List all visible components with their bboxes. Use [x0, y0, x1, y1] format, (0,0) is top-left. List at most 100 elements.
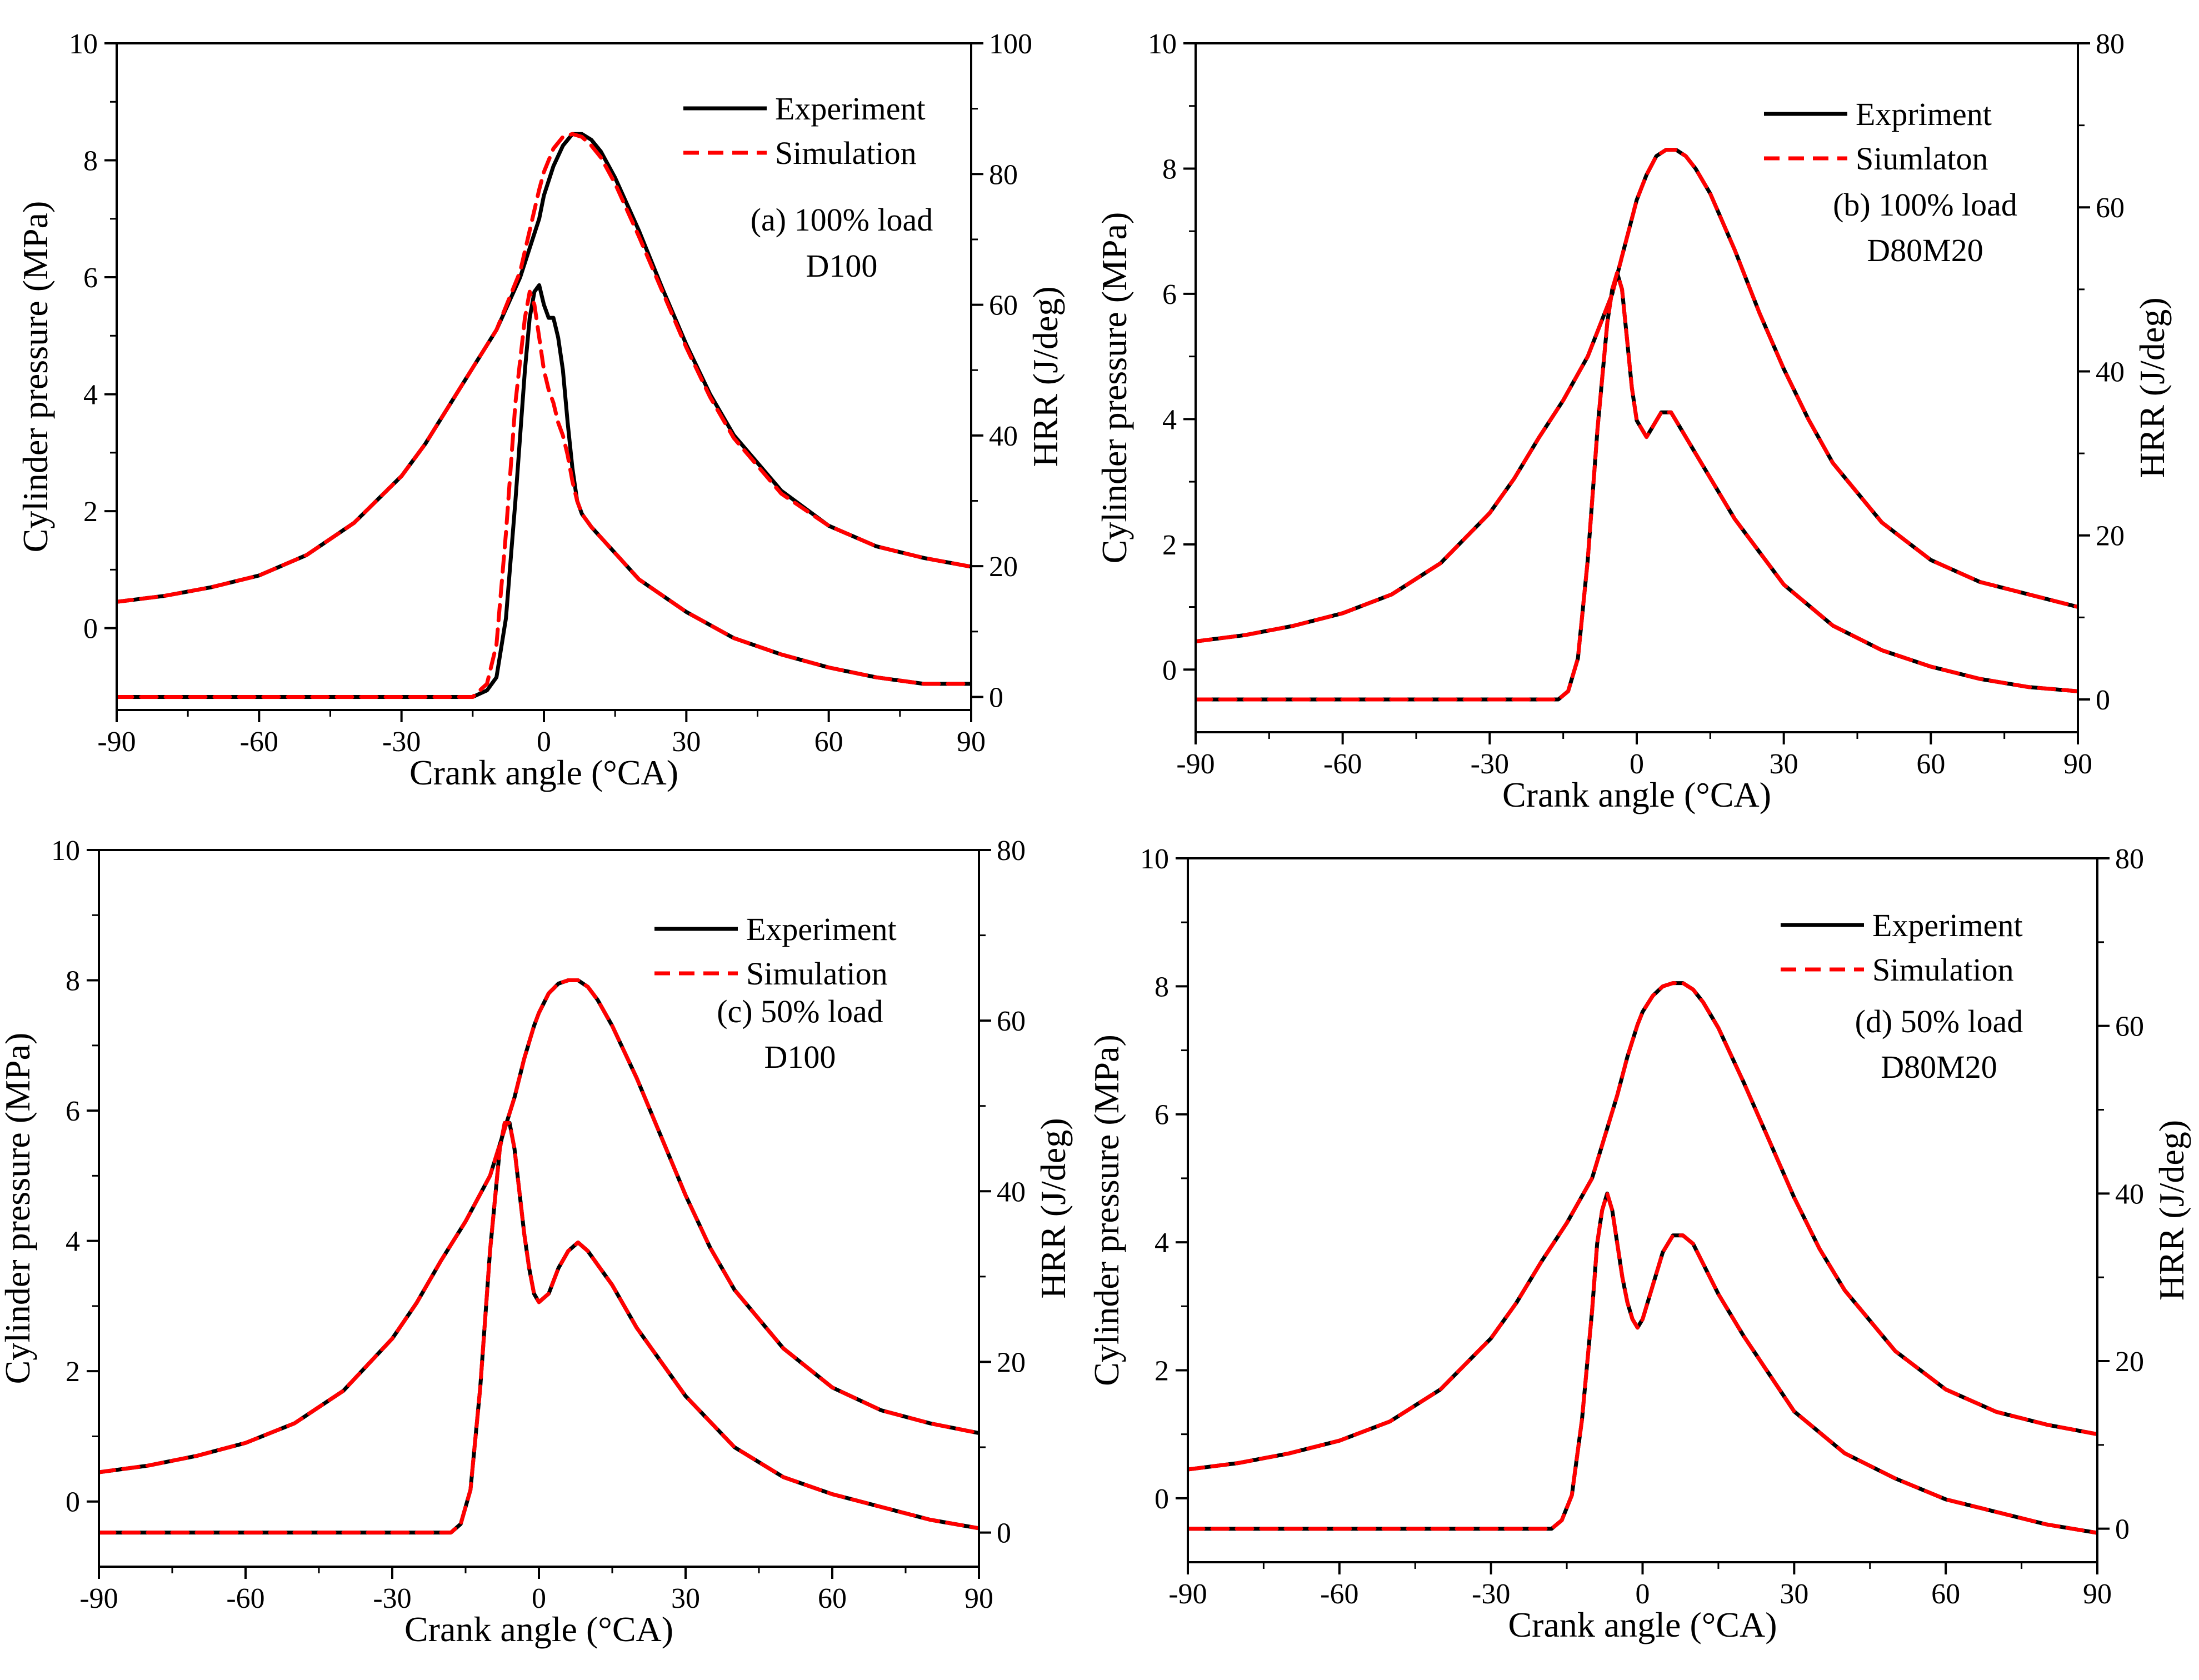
- y-tick-label: 4: [1162, 404, 1177, 436]
- panel-annotation-title: (a) 100% load: [751, 202, 933, 238]
- y-tick-label: 10: [1140, 843, 1169, 875]
- y-axis-title: Cylinder pressure (MPa): [1087, 1034, 1126, 1386]
- y2-tick-label: 80: [2115, 843, 2144, 875]
- x-tick-label: 30: [671, 1583, 700, 1614]
- pressure-simulation-line: [117, 132, 971, 604]
- pressure-simulation-line: [99, 978, 979, 1474]
- x-tick-label: -30: [1472, 1578, 1510, 1610]
- y-tick-label: 2: [1155, 1355, 1169, 1387]
- panel-annotation-fuel: D80M20: [1881, 1049, 1997, 1085]
- x-tick-label: 0: [532, 1583, 546, 1614]
- y2-axis-title: HRR (J/deg): [2152, 1120, 2191, 1301]
- legend: Experiment Simulation: [654, 911, 897, 992]
- panel-annotation-fuel: D100: [806, 248, 878, 284]
- legend-label: Experiment: [775, 91, 926, 127]
- x-tick-label: 60: [1916, 748, 1945, 780]
- y2-axis-title: HRR (J/deg): [1026, 286, 1065, 467]
- x-tick-label: 90: [964, 1583, 993, 1614]
- y-tick-label: 8: [66, 966, 80, 997]
- legend: Experiment Simulation: [1781, 907, 2023, 988]
- x-axis-title: Crank angle (°CA): [409, 753, 678, 792]
- x-tick-label: 90: [2063, 748, 2092, 780]
- y2-tick-label: 20: [997, 1347, 1026, 1378]
- series-group: [117, 132, 971, 699]
- legend-label: Experiment: [1872, 907, 2023, 943]
- x-tick-label: 90: [957, 726, 986, 758]
- x-tick-label: 60: [818, 1583, 847, 1614]
- y2-tick-label: 20: [989, 551, 1018, 583]
- legend-label: Simulation: [1872, 952, 2014, 988]
- panel-c: -90 -60 -30 0 30 60 90 0 2 4 6 8 10 0 20 40 60 80 Crank an…: [0, 835, 1073, 1649]
- y2-tick-label: 0: [989, 682, 1003, 713]
- x-tick-label: -90: [79, 1583, 118, 1614]
- x-tick-label: -30: [1471, 748, 1509, 780]
- y2-tick-label: 60: [989, 290, 1018, 322]
- y-tick-label: 2: [1162, 529, 1177, 561]
- hrr-simulation-line: [99, 1121, 979, 1535]
- panel-annotation-fuel: D80M20: [1867, 232, 1983, 268]
- y2-tick-label: 40: [2115, 1178, 2144, 1210]
- pressure-siumlaton-line: [1196, 148, 2078, 643]
- series-group: [99, 978, 979, 1535]
- legend-label: Simulation: [775, 135, 917, 171]
- x-tick-label: 0: [1636, 1578, 1650, 1610]
- panel-annotation-fuel: D100: [764, 1039, 836, 1075]
- y-tick-label: 2: [83, 496, 98, 528]
- hrr-expriment-line: [1196, 271, 2078, 702]
- y2-tick-label: 60: [997, 1006, 1026, 1037]
- x-tick-label: 30: [1780, 1578, 1808, 1610]
- pressure-experiment-line: [117, 132, 971, 604]
- x-tick-label: 90: [2083, 1578, 2112, 1610]
- x-tick-label: -60: [240, 726, 278, 758]
- y-tick-label: 8: [1162, 153, 1177, 185]
- y-tick-label: 6: [66, 1096, 80, 1127]
- y2-tick-label: 0: [2096, 684, 2110, 716]
- pressure-experiment-line: [99, 978, 979, 1474]
- hrr-siumlaton-line: [1196, 271, 2078, 702]
- y2-tick-label: 60: [2115, 1011, 2144, 1043]
- x-tick-label: -30: [373, 1583, 411, 1614]
- y-tick-label: 6: [1162, 279, 1177, 311]
- y-tick-label: 8: [1155, 971, 1169, 1003]
- x-tick-label: 60: [1931, 1578, 1960, 1610]
- y2-tick-label: 100: [989, 28, 1032, 60]
- y-tick-label: 10: [1148, 28, 1177, 60]
- y2-tick-label: 40: [997, 1176, 1026, 1208]
- y2-tick-label: 0: [2115, 1514, 2130, 1546]
- y-axis-title: Cylinder pressure (MPa): [1094, 212, 1134, 564]
- y-tick-label: 4: [66, 1226, 80, 1258]
- x-tick-label: -60: [1323, 748, 1362, 780]
- y2-tick-label: 20: [2115, 1346, 2144, 1378]
- x-tick-label: -90: [97, 726, 136, 758]
- y2-tick-label: 60: [2096, 192, 2125, 224]
- legend-label: Experiment: [746, 911, 897, 947]
- hrr-simulation-line: [1188, 1191, 2097, 1535]
- legend-label: Expriment: [1856, 96, 1992, 132]
- y2-tick-label: 40: [2096, 356, 2125, 388]
- y2-tick-label: 40: [989, 421, 1018, 452]
- series-group: [1188, 981, 2097, 1535]
- x-axis-title: Crank angle (°CA): [1508, 1605, 1777, 1644]
- panel-annotation-title: (c) 50% load: [717, 993, 883, 1029]
- y2-tick-label: 80: [2096, 28, 2125, 60]
- x-tick-label: -60: [226, 1583, 264, 1614]
- y-tick-label: 4: [1155, 1227, 1169, 1259]
- y-tick-label: 2: [66, 1356, 80, 1388]
- y-tick-label: 6: [1155, 1099, 1169, 1131]
- legend-label: Simulation: [746, 956, 888, 992]
- panel-annotation-title: (b) 100% load: [1833, 187, 2017, 223]
- y-tick-label: 10: [51, 835, 80, 867]
- hrr-experiment-line: [1188, 1191, 2097, 1535]
- y2-axis-title: HRR (J/deg): [1033, 1118, 1073, 1298]
- y-tick-label: 0: [1155, 1483, 1169, 1515]
- y2-axis-title: HRR (J/deg): [2132, 297, 2172, 478]
- x-tick-label: -90: [1176, 748, 1215, 780]
- x-tick-label: -30: [382, 726, 421, 758]
- y-tick-label: 6: [83, 262, 98, 294]
- y-tick-label: 0: [66, 1487, 80, 1518]
- y-tick-label: 10: [69, 28, 98, 60]
- panel-annotation-title: (d) 50% load: [1855, 1003, 2023, 1039]
